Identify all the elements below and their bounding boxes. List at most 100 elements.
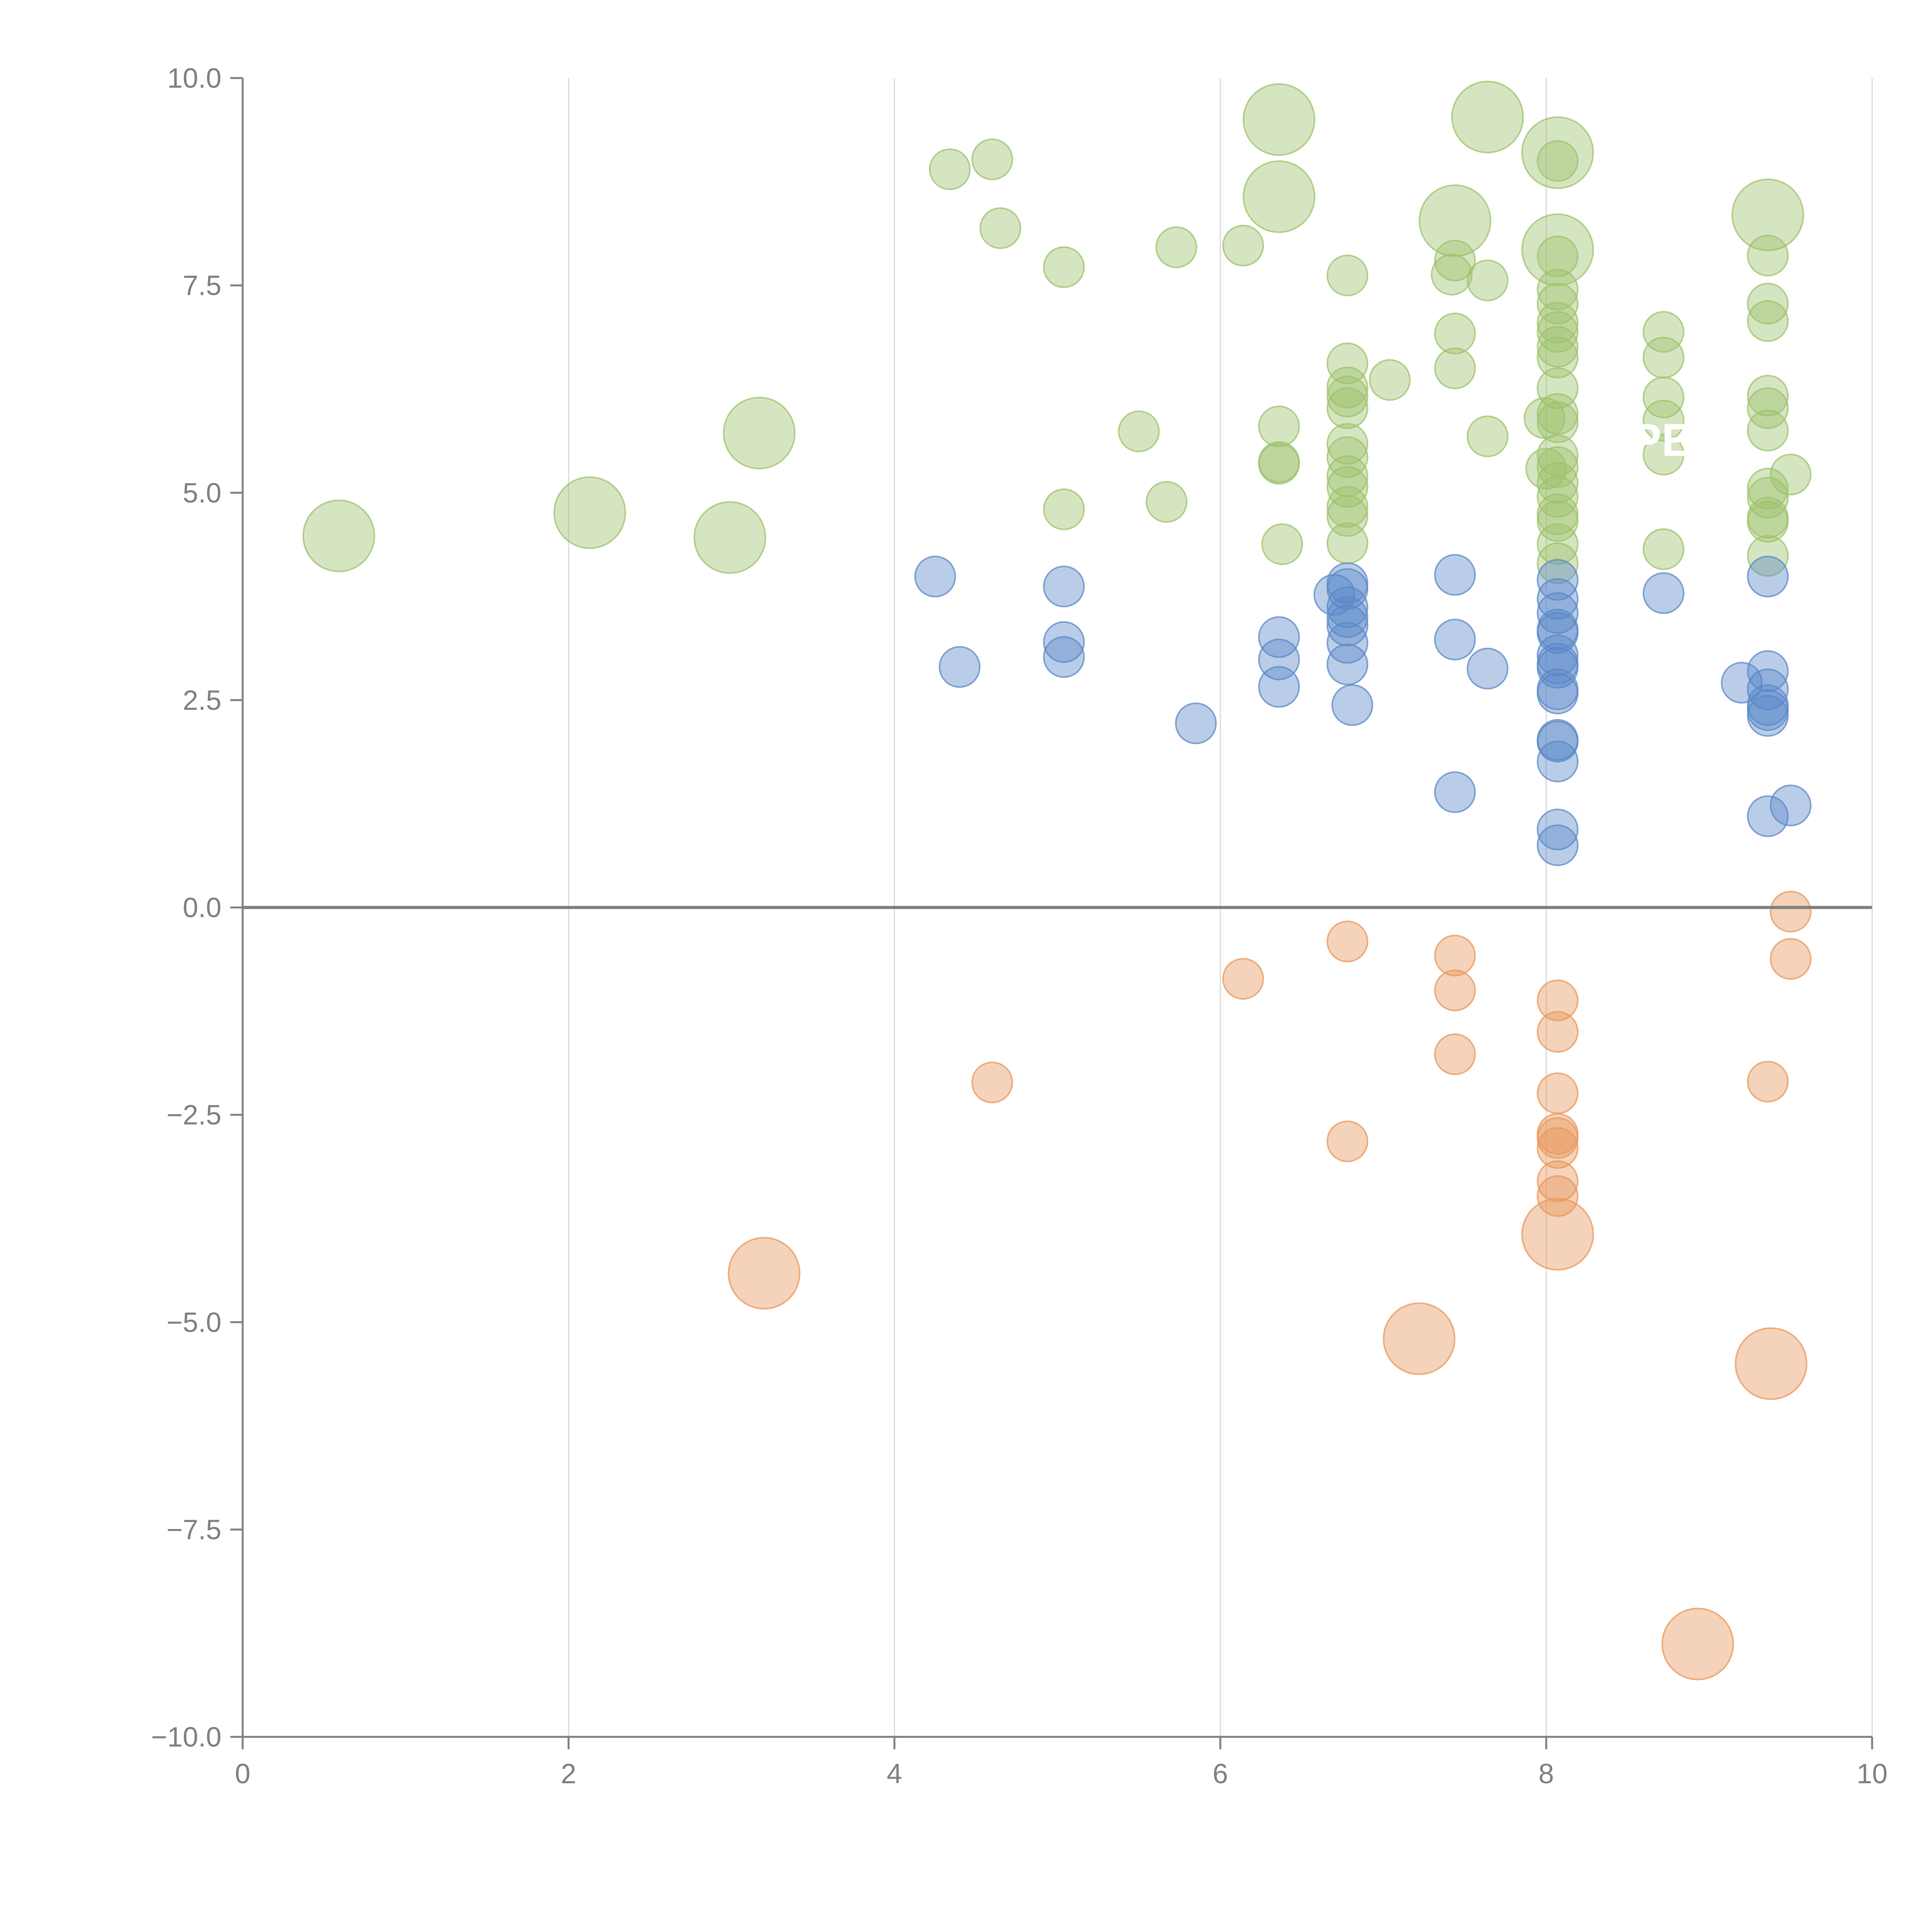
blue-point <box>1327 596 1369 638</box>
blue-point <box>1258 616 1300 658</box>
blue-point <box>1747 556 1789 598</box>
y-tick-label: 2.5 <box>183 685 221 716</box>
green-point <box>1327 423 1369 465</box>
green-point <box>1327 436 1369 478</box>
y-tick-label: −7.5 <box>167 1514 221 1545</box>
green-point <box>1770 454 1812 496</box>
green-point <box>1327 522 1369 565</box>
green-point <box>1747 375 1789 417</box>
green-point <box>1118 410 1160 452</box>
blue-point <box>1434 619 1476 661</box>
green-point <box>1043 488 1085 531</box>
blue-point <box>1537 672 1579 714</box>
green-point <box>1258 443 1300 485</box>
green-point <box>1731 179 1804 252</box>
blue-point <box>1537 808 1579 850</box>
green-point <box>1261 523 1303 565</box>
blue-point <box>1747 689 1789 731</box>
blue-point <box>1327 604 1369 646</box>
green-point <box>1747 501 1789 543</box>
points-layer <box>302 80 1812 1680</box>
y-tick-label: 5.0 <box>183 478 221 509</box>
green-point <box>1466 259 1509 301</box>
y-tick-label: 10.0 <box>167 63 221 94</box>
blue-point <box>1747 695 1789 737</box>
green-point <box>1146 481 1188 523</box>
green-point <box>1537 337 1579 379</box>
orange-point <box>1747 1061 1789 1103</box>
blue-point <box>1043 565 1085 607</box>
blue-point <box>1537 740 1579 782</box>
orange-point <box>728 1237 801 1310</box>
orange-point <box>1434 1033 1476 1075</box>
blue-point <box>1327 586 1369 628</box>
green-point <box>1643 400 1685 442</box>
blue-point <box>1331 684 1373 726</box>
orange-point <box>1735 1327 1808 1400</box>
green-point <box>1537 500 1579 542</box>
blue-point <box>1643 572 1685 614</box>
x-tick-label: 0 <box>235 1759 250 1789</box>
green-point <box>1643 528 1685 570</box>
blue-point <box>939 646 981 688</box>
y-tick-label: −10.0 <box>151 1722 221 1753</box>
green-point <box>1537 476 1579 518</box>
green-point <box>1327 254 1369 296</box>
green-point <box>1434 240 1476 282</box>
green-point <box>302 499 375 572</box>
green-point <box>1747 410 1789 452</box>
green-point <box>1747 282 1789 325</box>
orange-point <box>1537 1175 1579 1217</box>
blue-point <box>1537 578 1579 620</box>
green-point <box>971 138 1013 180</box>
green-point <box>1243 160 1316 233</box>
green-point <box>1537 542 1579 584</box>
green-point <box>1155 226 1197 268</box>
green-point <box>1643 311 1685 353</box>
blue-point <box>1043 621 1085 663</box>
blue-point <box>1721 662 1763 704</box>
orange-point <box>1537 1011 1579 1053</box>
orange-point <box>1537 1072 1579 1114</box>
green-point <box>693 501 766 574</box>
orange-point <box>1770 891 1812 933</box>
blue-point <box>1537 647 1579 689</box>
orange-point <box>1383 1302 1456 1375</box>
green-point <box>1537 523 1579 565</box>
blue-point <box>1537 612 1579 654</box>
green-point <box>1431 253 1473 296</box>
green-point <box>1327 387 1369 429</box>
green-point <box>1537 269 1579 311</box>
green-point <box>1537 302 1579 344</box>
green-point <box>1643 434 1685 476</box>
orange-point <box>1327 1120 1369 1162</box>
blue-point <box>1537 634 1579 676</box>
inside-label: PE P <box>1631 414 1736 466</box>
green-point <box>1537 311 1579 353</box>
orange-point <box>1434 969 1476 1012</box>
green-point <box>723 396 796 469</box>
green-point <box>1327 376 1369 418</box>
green-point <box>1521 213 1594 286</box>
blue-point <box>1770 784 1812 827</box>
x-tick-label: 6 <box>1213 1759 1228 1789</box>
green-point <box>1525 448 1567 490</box>
blue-point <box>1327 643 1369 685</box>
green-point <box>1243 83 1316 156</box>
axis-layer: 0 2 4 6 8 10 −10.0 −7.5 −5.0 −2.5 0.0 2.5 5.0 7.5 10.0 <box>151 63 1888 1789</box>
green-point <box>1747 300 1789 342</box>
green-point <box>1747 387 1789 429</box>
green-point <box>1418 184 1492 257</box>
green-point <box>1043 246 1085 288</box>
x-tick-label: 2 <box>561 1759 576 1789</box>
green-point <box>1466 415 1509 457</box>
orange-point <box>1521 1198 1594 1271</box>
orange-point <box>1537 1127 1579 1169</box>
blue-point <box>1434 771 1476 813</box>
green-point <box>979 207 1021 249</box>
green-point <box>1434 313 1476 355</box>
green-point <box>1434 347 1476 389</box>
blue-point <box>914 556 956 598</box>
